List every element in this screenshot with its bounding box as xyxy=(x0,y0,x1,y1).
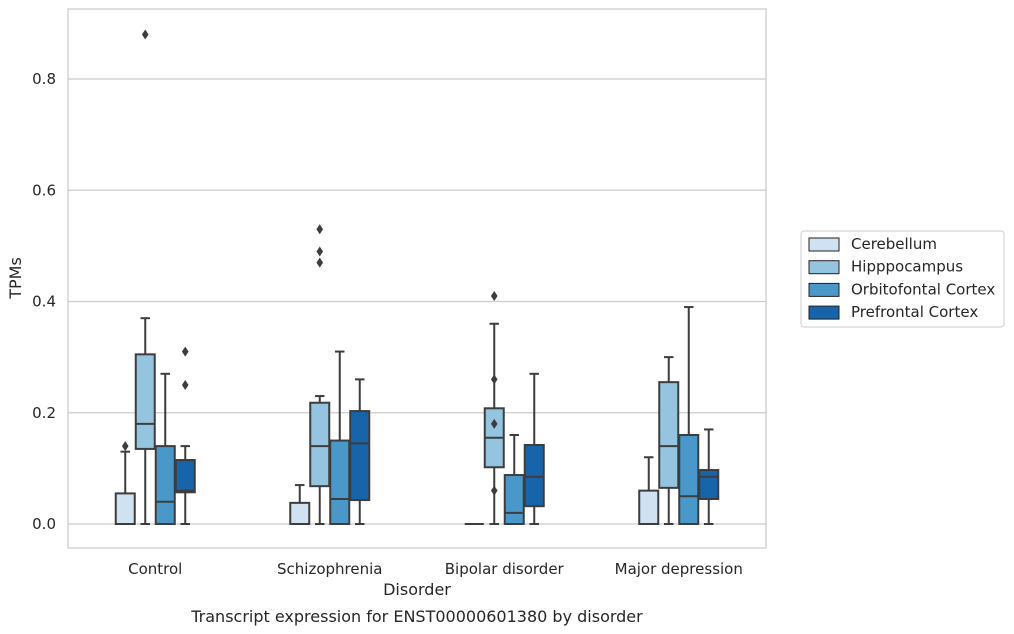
x-tick-label: Control xyxy=(128,560,182,578)
box-iqr xyxy=(349,410,371,502)
legend-item: Prefrontal Cortex xyxy=(808,303,978,321)
outlier-point xyxy=(316,224,324,235)
box-1-3 xyxy=(349,378,371,525)
box-iqr xyxy=(329,439,351,525)
box-2-1 xyxy=(483,290,505,525)
legend-label: Hipppocampus xyxy=(851,258,963,276)
legend: Cerebellum Hipppocampus Orbitofontal Corte… xyxy=(800,230,1005,328)
legend-item: Cerebellum xyxy=(808,235,937,253)
box-1-0 xyxy=(289,484,311,525)
box-1-1 xyxy=(309,224,331,525)
box-iqr xyxy=(523,444,545,508)
outlier-point xyxy=(316,246,324,257)
x-tick-label: Bipolar disorder xyxy=(445,560,565,578)
x-axis-title: Disorder xyxy=(383,580,451,599)
box-2-2 xyxy=(503,434,525,525)
y-tick-label: 0.6 xyxy=(32,181,56,199)
box-0-2 xyxy=(154,372,176,525)
legend-label: Orbitofontal Cortex xyxy=(851,280,995,298)
box-0-3 xyxy=(174,346,196,525)
x-tick-labels: Control Schizophrenia Bipolar disorder Majo… xyxy=(128,560,743,578)
outlier-point xyxy=(490,418,498,429)
box-iqr xyxy=(154,445,176,525)
box-0-0 xyxy=(114,441,136,525)
box-iqr xyxy=(503,474,525,525)
box-iqr xyxy=(698,469,720,500)
y-tick-label: 0.2 xyxy=(32,404,56,422)
box-3-2 xyxy=(678,306,700,525)
legend-label: Cerebellum xyxy=(851,235,937,253)
y-tick-label: 0.4 xyxy=(32,293,56,311)
outlier-point xyxy=(490,485,498,496)
box-iqr xyxy=(174,459,196,494)
x-tick-label: Major depression xyxy=(615,560,743,578)
box-iqr xyxy=(114,492,136,525)
box-iqr xyxy=(658,381,680,489)
box-3-1 xyxy=(658,356,680,525)
legend-label: Prefrontal Cortex xyxy=(851,303,978,321)
box-1-2 xyxy=(329,350,351,525)
outlier-point xyxy=(490,374,498,385)
y-tick-label: 0.8 xyxy=(32,70,56,88)
legend-item: Orbitofontal Cortex xyxy=(808,280,995,298)
box-3-3 xyxy=(698,428,720,525)
box-0-1 xyxy=(134,29,156,525)
legend-swatch xyxy=(808,305,840,320)
box-3-0 xyxy=(638,456,660,525)
box-iqr xyxy=(638,489,660,525)
legend-swatch xyxy=(808,260,840,275)
box-iqr xyxy=(134,353,156,450)
outlier-point xyxy=(121,441,129,452)
legend-swatch xyxy=(808,282,840,297)
chart-caption: Transcript expression for ENST0000060138… xyxy=(190,607,643,626)
x-tick-label: Schizophrenia xyxy=(277,560,382,578)
y-tick-labels: 0.0 0.2 0.4 0.6 0.8 xyxy=(32,70,56,533)
outlier-point xyxy=(141,29,149,40)
box-groups xyxy=(114,29,720,525)
legend-swatch xyxy=(808,237,840,252)
box-iqr xyxy=(678,434,700,525)
y-axis-title: TPMs xyxy=(6,257,25,300)
y-tick-label: 0.0 xyxy=(32,515,56,533)
outlier-point xyxy=(316,257,324,268)
box-iqr xyxy=(289,501,311,525)
box-iqr xyxy=(309,401,331,488)
legend-box xyxy=(800,230,1005,328)
legend-item: Hipppocampus xyxy=(808,258,963,276)
plot-frame xyxy=(67,8,767,549)
outlier-point xyxy=(181,346,189,357)
outlier-point xyxy=(181,379,189,390)
outlier-point xyxy=(490,290,498,301)
box-2-3 xyxy=(523,372,545,525)
